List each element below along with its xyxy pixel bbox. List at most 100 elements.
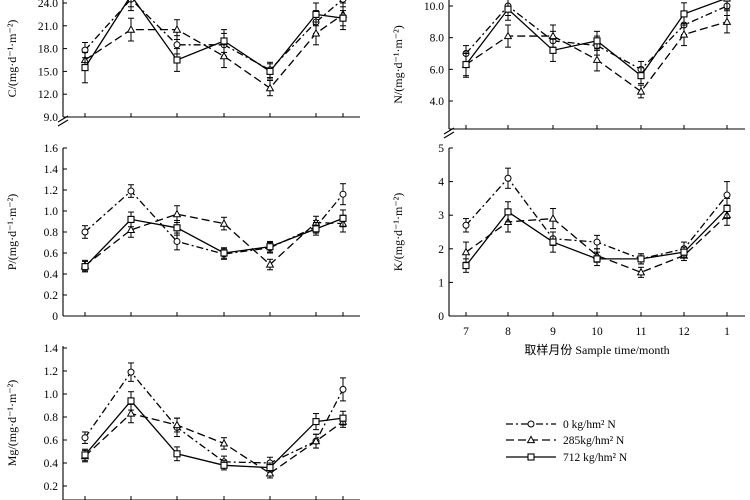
data-point bbox=[339, 414, 347, 422]
series-line bbox=[84, 399, 344, 469]
data-point bbox=[636, 86, 646, 95]
data-point bbox=[504, 5, 512, 13]
data-point bbox=[265, 259, 275, 268]
axis-break-mark bbox=[443, 127, 455, 135]
series-1 bbox=[81, 362, 347, 470]
y-tick-label: 0.8 bbox=[44, 227, 59, 239]
data-point bbox=[127, 187, 135, 195]
data-point bbox=[265, 83, 275, 92]
data-point bbox=[548, 213, 558, 222]
y-tick-label: 18.0 bbox=[38, 44, 58, 56]
panel-c: 9.0 12.0 15.0 18.0 21.0 24.0 C/(mg·d⁻¹·m⁻²) bbox=[5, 0, 360, 127]
legend-label: 0 kg/hm² N bbox=[563, 419, 616, 431]
data-point bbox=[679, 29, 689, 38]
series-1 bbox=[81, 0, 347, 78]
y-tick-label: 4.0 bbox=[430, 96, 445, 108]
x-tick-label: 10 bbox=[591, 326, 603, 338]
y-axis-title: Mg/(mg·d⁻¹·m⁻²) bbox=[5, 380, 19, 467]
legend-marker bbox=[527, 453, 535, 461]
y-tick-label: 0.6 bbox=[44, 248, 59, 260]
y-tick-label: 8.0 bbox=[430, 33, 445, 45]
y-tick-label: 0 bbox=[438, 311, 444, 323]
data-point bbox=[219, 438, 229, 447]
data-point bbox=[173, 56, 181, 64]
data-point bbox=[312, 10, 320, 18]
data-point bbox=[339, 0, 347, 3]
data-point bbox=[723, 0, 731, 2]
data-point bbox=[593, 255, 601, 263]
data-point bbox=[266, 464, 274, 472]
data-point bbox=[339, 385, 347, 393]
y-tick-label: 1.2 bbox=[44, 366, 59, 378]
data-point bbox=[127, 215, 135, 223]
y-tick-label: 12.0 bbox=[38, 89, 58, 101]
data-point bbox=[461, 247, 471, 256]
data-point bbox=[81, 228, 89, 236]
legend-marker bbox=[527, 420, 535, 428]
legend: 0 kg/hm² N 285kg/hm² N 712 kg/hm² N bbox=[506, 419, 628, 464]
data-point bbox=[220, 249, 228, 257]
series-3 bbox=[462, 0, 731, 85]
data-point bbox=[81, 263, 89, 271]
y-tick-label: 5 bbox=[438, 143, 444, 155]
y-tick-label: 0.8 bbox=[44, 412, 59, 424]
data-point bbox=[548, 31, 558, 40]
data-point bbox=[265, 468, 275, 477]
data-point bbox=[173, 224, 181, 232]
series-3 bbox=[81, 209, 347, 273]
data-point bbox=[312, 225, 320, 233]
data-point bbox=[220, 461, 228, 469]
axis-break-mark bbox=[443, 131, 455, 139]
data-point bbox=[81, 434, 89, 442]
y-tick-label: 1.0 bbox=[44, 206, 59, 218]
y-axis-title: C/(mg·d⁻¹·m⁻²) bbox=[5, 20, 19, 98]
data-point bbox=[219, 51, 229, 60]
y-tick-label: 1.4 bbox=[44, 164, 59, 176]
data-point bbox=[680, 248, 688, 256]
y-tick-label: 0.2 bbox=[44, 481, 59, 493]
series-2 bbox=[80, 205, 348, 272]
y-tick-label: 0.4 bbox=[44, 458, 59, 470]
y-tick-label: 1.4 bbox=[44, 343, 59, 355]
data-point bbox=[723, 204, 731, 213]
data-point bbox=[81, 64, 89, 72]
y-tick-label: 6.0 bbox=[430, 64, 445, 76]
series-3 bbox=[81, 391, 347, 473]
series-2 bbox=[80, 2, 348, 97]
series-line bbox=[84, 13, 344, 89]
data-point bbox=[172, 24, 182, 33]
data-point bbox=[339, 14, 347, 22]
data-point bbox=[462, 61, 470, 69]
x-tick-label: 9 bbox=[550, 326, 556, 338]
series-line bbox=[84, 213, 344, 267]
panel-p: 0 0.2 0.4 0.6 0.8 1.0 1.2 1.4 1.6 P/(mg·d⁻¹·m⁻²) bbox=[5, 143, 360, 323]
data-point bbox=[593, 238, 601, 246]
data-point bbox=[593, 37, 601, 45]
x-tick-label: 8 bbox=[505, 326, 511, 338]
data-point bbox=[173, 41, 181, 49]
data-point bbox=[220, 37, 228, 45]
x-tick-label: 1 bbox=[724, 326, 730, 338]
axis-break-mark bbox=[57, 119, 69, 127]
data-point bbox=[503, 31, 513, 40]
y-axis-title: N/(mg·d⁻¹·m⁻²) bbox=[391, 25, 405, 104]
y-tick-label: 15.0 bbox=[38, 66, 58, 78]
data-point bbox=[592, 55, 602, 63]
data-point bbox=[637, 72, 645, 80]
y-tick-label: 1.0 bbox=[44, 389, 59, 401]
data-point bbox=[462, 221, 470, 229]
y-tick-label: 2 bbox=[438, 244, 444, 256]
legend-marker bbox=[526, 435, 536, 444]
y-tick-label: 1 bbox=[438, 277, 444, 289]
data-point bbox=[680, 10, 688, 18]
data-point bbox=[462, 262, 470, 270]
data-point bbox=[311, 436, 321, 445]
y-tick-label: 10.0 bbox=[424, 1, 444, 13]
data-point bbox=[127, 397, 135, 405]
data-point bbox=[339, 190, 347, 198]
y-tick-label: 0.2 bbox=[44, 290, 59, 302]
y-tick-label: 0.4 bbox=[44, 269, 59, 281]
data-point bbox=[312, 418, 320, 426]
data-point bbox=[504, 174, 512, 182]
